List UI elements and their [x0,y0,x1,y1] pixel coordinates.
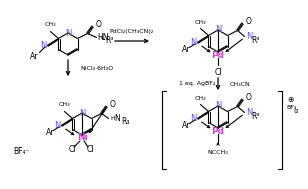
Text: N: N [246,108,253,117]
Text: N: N [115,114,120,123]
Text: N: N [215,26,221,35]
Text: CH₃: CH₃ [195,19,206,25]
Text: NiCl₂·6H₂O: NiCl₂·6H₂O [80,66,113,70]
Text: Ar: Ar [30,52,39,61]
Text: Cl: Cl [68,145,76,153]
Text: R₃: R₃ [122,117,130,126]
Text: R³: R³ [252,112,260,121]
Text: Pd: Pd [212,126,225,136]
Text: O: O [245,17,251,26]
Text: Cl: Cl [87,145,95,153]
Text: CH₃: CH₃ [59,102,70,108]
Text: R³: R³ [106,36,114,45]
Text: O: O [95,20,101,29]
Text: R³: R³ [252,36,260,45]
Text: 1 eq. AgBF₄: 1 eq. AgBF₄ [179,81,215,87]
Text: Ar: Ar [46,128,55,137]
Text: Ar: Ar [182,121,191,130]
Text: CH₃CN: CH₃CN [230,81,251,87]
Text: N: N [215,101,221,111]
Text: N: N [54,121,60,130]
Text: PdCl₂(CH₃CN)₂: PdCl₂(CH₃CN)₂ [110,29,154,34]
Text: BF₄: BF₄ [286,105,296,110]
Text: HN: HN [98,33,109,42]
Text: N: N [79,108,85,118]
Text: Pd: Pd [212,50,225,60]
Text: BF₄⁻: BF₄⁻ [13,146,30,156]
Text: H: H [111,116,115,121]
Text: Ni: Ni [77,133,87,143]
Text: N: N [65,29,71,37]
Text: ⊖: ⊖ [294,109,299,114]
Text: N: N [246,32,253,41]
Text: N: N [190,114,197,123]
Text: N: N [40,41,47,50]
Text: Ar: Ar [182,45,191,54]
Text: ⊕: ⊕ [287,95,294,104]
Text: Cl: Cl [214,68,222,77]
Text: NCCH₃: NCCH₃ [208,150,228,155]
Text: CH₃: CH₃ [45,22,56,28]
Text: N: N [190,38,197,47]
Text: O: O [245,93,251,102]
Text: CH₃: CH₃ [195,95,206,101]
Text: O: O [110,100,116,109]
